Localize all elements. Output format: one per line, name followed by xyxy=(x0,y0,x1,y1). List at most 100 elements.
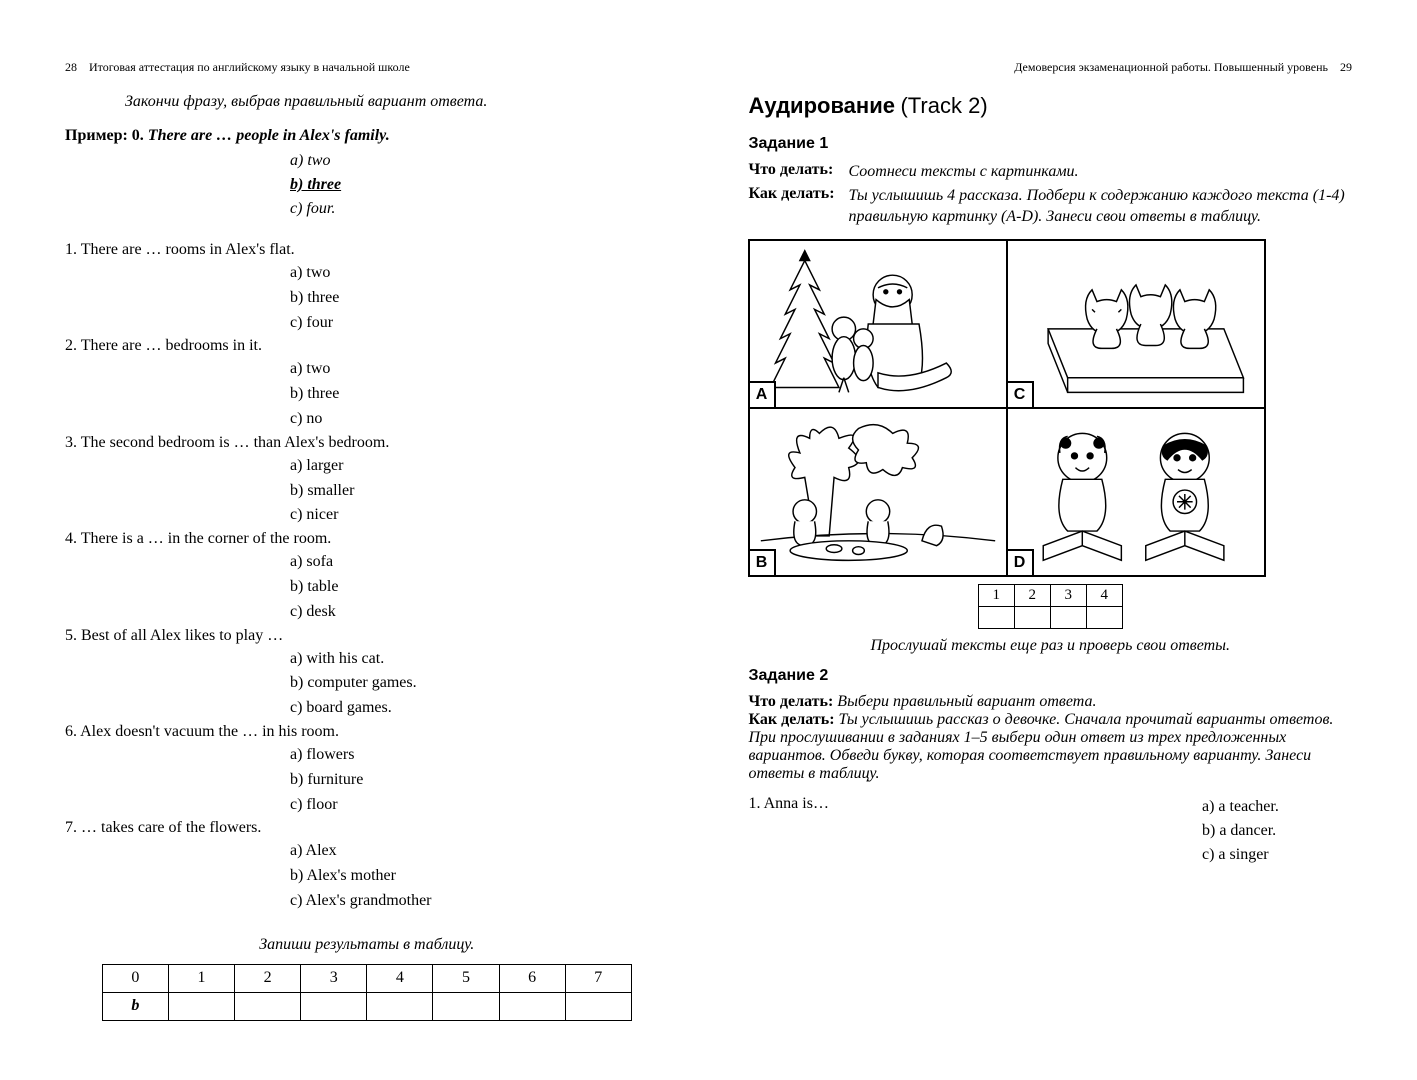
q7-options: a) Alex b) Alex's mother c) Alex's grand… xyxy=(290,839,669,913)
q7-text: 7. … takes care of the flowers. xyxy=(65,819,669,837)
right-header-title: Демоверсия экзаменационной работы. Повыш… xyxy=(1014,60,1328,75)
q1-a: a) two xyxy=(290,261,669,286)
task2-title: Задание 2 xyxy=(749,667,1353,685)
ata-7[interactable] xyxy=(565,992,631,1020)
ata-6[interactable] xyxy=(499,992,565,1020)
q3-options: a) larger b) smaller c) nicer xyxy=(290,454,669,528)
task2-q1-b: b) a dancer. xyxy=(1202,819,1352,843)
example-options: a) two b) three c) four. xyxy=(290,149,669,221)
ath-3: 3 xyxy=(301,964,367,992)
q3-text: 3. The second bedroom is … than Alex's b… xyxy=(65,434,669,452)
example-line: Пример: 0. There are … people in Alex's … xyxy=(65,127,669,145)
ath-6: 6 xyxy=(499,964,565,992)
picnic-tree-icon xyxy=(750,409,1006,575)
task2-q1-c: c) a singer xyxy=(1202,843,1352,867)
ath-0: 0 xyxy=(102,964,168,992)
task1-how: Как делать: Ты услышишь 4 рассказа. Подб… xyxy=(749,185,1353,228)
task1-how-label: Как делать: xyxy=(749,185,849,203)
mh-4: 4 xyxy=(1086,584,1122,606)
ath-2: 2 xyxy=(235,964,301,992)
task1-what: Что делать: Соотнеси тексты с картинками… xyxy=(749,161,1353,183)
task2-q1-options: a) a teacher. b) a dancer. c) a singer xyxy=(1202,795,1352,867)
question-6: 6. Alex doesn't vacuum the … in his room… xyxy=(65,723,669,817)
pic-label-b: B xyxy=(750,549,776,575)
q4-options: a) sofa b) table c) desk xyxy=(290,550,669,624)
q3-a: a) larger xyxy=(290,454,669,479)
ata-1[interactable] xyxy=(168,992,234,1020)
ata-0[interactable]: b xyxy=(102,992,168,1020)
q6-options: a) flowers b) furniture c) floor xyxy=(290,743,669,817)
q7-b: b) Alex's mother xyxy=(290,864,669,889)
listen-again-text: Прослушай тексты еще раз и проверь свои … xyxy=(749,637,1353,655)
ma-4[interactable] xyxy=(1086,606,1122,628)
ma-3[interactable] xyxy=(1050,606,1086,628)
question-3: 3. The second bedroom is … than Alex's b… xyxy=(65,434,669,528)
example-opt-b: b) three xyxy=(290,173,669,197)
example-label: Пример: 0. xyxy=(65,127,144,144)
ath-7: 7 xyxy=(565,964,631,992)
q1-options: a) two b) three c) four xyxy=(290,261,669,335)
picture-d: D xyxy=(1006,407,1266,577)
ath-1: 1 xyxy=(168,964,234,992)
q2-options: a) two b) three c) no xyxy=(290,357,669,431)
task2-how: Как делать: Ты услышишь рассказ о девочк… xyxy=(749,711,1353,783)
task2-q1: 1. Anna is… a) a teacher. b) a dancer. c… xyxy=(749,795,1353,867)
ma-2[interactable] xyxy=(1014,606,1050,628)
santa-tree-icon xyxy=(750,241,1006,407)
question-2: 2. There are … bedrooms in it. a) two b)… xyxy=(65,337,669,431)
question-5: 5. Best of all Alex likes to play … a) w… xyxy=(65,627,669,721)
q4-b: b) table xyxy=(290,575,669,600)
section-title: Аудирование (Track 2) xyxy=(749,93,1353,119)
ath-4: 4 xyxy=(367,964,433,992)
q1-b: b) three xyxy=(290,286,669,311)
task1-title: Задание 1 xyxy=(749,135,1353,153)
ath-5: 5 xyxy=(433,964,499,992)
pic-label-c: C xyxy=(1008,381,1034,407)
q4-a: a) sofa xyxy=(290,550,669,575)
q2-b: b) three xyxy=(290,382,669,407)
task2-instructions: Что делать: Выбери правильный вариант от… xyxy=(749,693,1353,783)
q5-a: a) with his cat. xyxy=(290,647,669,672)
left-page-number: 28 xyxy=(65,60,77,75)
example-opt-c: c) four. xyxy=(290,197,669,221)
task1-instructions: Что делать: Соотнеси тексты с картинками… xyxy=(749,161,1353,228)
questions-block: 1. There are … rooms in Alex's flat. a) … xyxy=(65,241,669,914)
q5-text: 5. Best of all Alex likes to play … xyxy=(65,627,669,645)
left-header: 28 Итоговая аттестация по английскому яз… xyxy=(65,60,669,75)
left-page: 28 Итоговая аттестация по английскому яз… xyxy=(30,60,719,1040)
task2-what-text: Выбери правильный вариант ответа. xyxy=(837,693,1096,710)
q5-c: c) board games. xyxy=(290,696,669,721)
right-header: Демоверсия экзаменационной работы. Повыш… xyxy=(749,60,1353,75)
ma-1[interactable] xyxy=(978,606,1014,628)
q6-text: 6. Alex doesn't vacuum the … in his room… xyxy=(65,723,669,741)
q5-b: b) computer games. xyxy=(290,671,669,696)
left-header-title: Итоговая аттестация по английскому языку… xyxy=(89,60,410,75)
question-1: 1. There are … rooms in Alex's flat. a) … xyxy=(65,241,669,335)
picture-a: A xyxy=(748,239,1008,409)
q3-b: b) smaller xyxy=(290,479,669,504)
q2-text: 2. There are … bedrooms in it. xyxy=(65,337,669,355)
task2-what: Что делать: Выбери правильный вариант от… xyxy=(749,693,1353,711)
ata-3[interactable] xyxy=(301,992,367,1020)
section-title-main: Аудирование xyxy=(749,93,895,118)
task1-how-text: Ты услышишь 4 рассказа. Подбери к содерж… xyxy=(849,185,1353,228)
q1-c: c) four xyxy=(290,311,669,336)
right-page-number: 29 xyxy=(1340,60,1352,75)
q2-c: c) no xyxy=(290,407,669,432)
ata-5[interactable] xyxy=(433,992,499,1020)
pic-label-d: D xyxy=(1008,549,1034,575)
picture-grid: A xyxy=(749,240,1269,576)
q1-text: 1. There are … rooms in Alex's flat. xyxy=(65,241,669,259)
answer-table-caption: Запиши результаты в таблицу. xyxy=(65,936,669,954)
ata-4[interactable] xyxy=(367,992,433,1020)
task1-what-text: Соотнеси тексты с картинками. xyxy=(849,161,1353,183)
right-page: Демоверсия экзаменационной работы. Повыш… xyxy=(719,60,1388,1040)
q5-options: a) with his cat. b) computer games. c) b… xyxy=(290,647,669,721)
picture-c: C xyxy=(1006,239,1266,409)
q3-c: c) nicer xyxy=(290,503,669,528)
match-answer-row xyxy=(978,606,1122,628)
example-opt-a: a) two xyxy=(290,149,669,173)
task2-q1-a: a) a teacher. xyxy=(1202,795,1352,819)
q6-a: a) flowers xyxy=(290,743,669,768)
ata-2[interactable] xyxy=(235,992,301,1020)
